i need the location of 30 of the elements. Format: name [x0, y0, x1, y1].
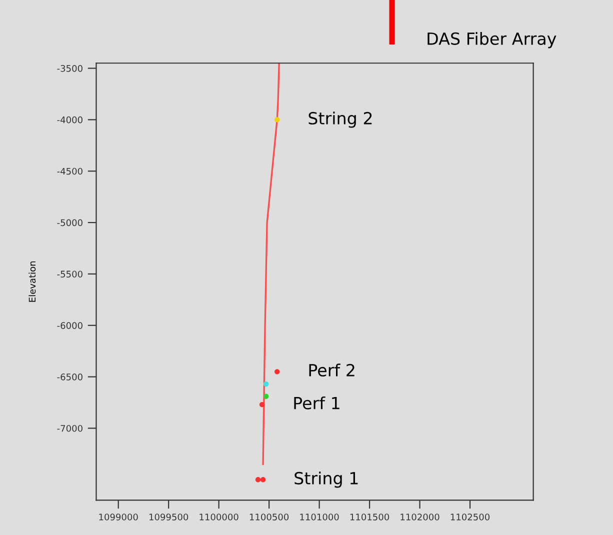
x-tick-label: 1100000 [200, 514, 238, 520]
y-tick-label: -3500 [57, 65, 82, 72]
point [274, 117, 280, 122]
x-tick-label: 1102500 [450, 514, 490, 520]
y-tick-label: -7000 [57, 424, 82, 432]
y-tick-label: -5500 [57, 270, 82, 278]
x-tick-label: 1102000 [400, 514, 440, 520]
y-tick-label: -5000 [57, 219, 82, 226]
line-series [262, 63, 280, 466]
x-tick-label: 1099500 [149, 514, 188, 520]
annotation: Perf 2 [309, 364, 354, 377]
text: DAS Fiber Array [428, 32, 556, 48]
annotation: String 1 [294, 472, 358, 488]
point [260, 477, 266, 482]
point [255, 477, 261, 482]
y-tick-label: -6500 [57, 374, 82, 380]
y-tick-label: -6000 [57, 322, 82, 329]
point [274, 369, 280, 374]
annotation: String 2 [308, 112, 372, 128]
annotation: Perf 1 [294, 396, 340, 410]
point [263, 381, 269, 387]
x-tick-label: 1099000 [99, 514, 138, 520]
point [263, 394, 269, 399]
y-tick-label: -4500 [57, 168, 82, 175]
x-tick-label: 1101500 [350, 514, 390, 520]
point [259, 402, 265, 408]
y-tick-label: -4000 [57, 116, 82, 124]
y-axis-title: Elevation [28, 261, 36, 302]
x-tick-label: 1101000 [300, 514, 339, 520]
x-tick-label: 1100500 [250, 514, 289, 520]
